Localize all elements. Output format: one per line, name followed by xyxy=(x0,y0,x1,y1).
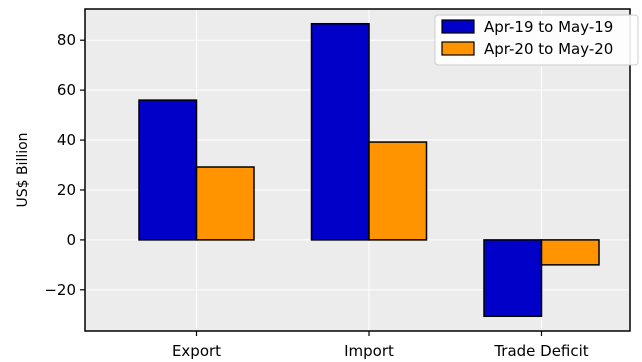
bar xyxy=(540,239,600,266)
x-tick-label: Export xyxy=(172,342,221,360)
bar xyxy=(138,99,198,241)
legend-box xyxy=(434,14,639,66)
x-tick-label: Trade Deficit xyxy=(493,342,588,360)
bar xyxy=(310,22,370,241)
bar xyxy=(483,239,543,318)
legend-swatch xyxy=(441,19,475,34)
legend-label: Apr-19 to May-19 xyxy=(484,18,613,36)
y-tick-label: 0 xyxy=(66,231,76,249)
y-axis-label: US$ Billion xyxy=(15,132,31,207)
y-axis: −20 0 20 40 60 80 xyxy=(44,31,85,299)
bar xyxy=(368,141,428,241)
bars xyxy=(138,22,600,318)
bar xyxy=(195,166,255,241)
y-tick-label: 80 xyxy=(57,31,76,49)
legend: Apr-19 to May-19 Apr-20 to May-20 xyxy=(434,14,639,66)
y-tick-label: −20 xyxy=(44,281,76,299)
y-tick-label: 60 xyxy=(57,81,76,99)
y-tick-label: 20 xyxy=(57,181,76,199)
legend-swatch xyxy=(441,41,475,56)
plot-frame xyxy=(84,8,631,332)
x-axis: Export Import Trade Deficit xyxy=(172,331,589,360)
y-tick-label: 40 xyxy=(57,131,76,149)
legend-label: Apr-20 to May-20 xyxy=(484,40,613,58)
x-tick-label: Import xyxy=(344,342,394,360)
